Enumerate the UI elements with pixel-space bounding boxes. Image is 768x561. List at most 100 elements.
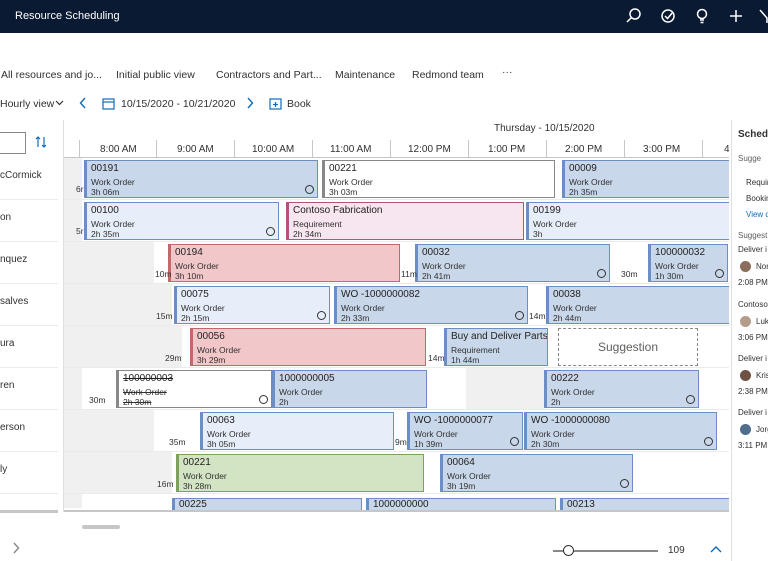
non-working-shade bbox=[82, 452, 172, 494]
book-icon[interactable] bbox=[269, 97, 282, 110]
booking-card[interactable]: 00063 Work Order 3h 05m bbox=[200, 412, 394, 450]
resource-row[interactable]: ura bbox=[0, 326, 58, 368]
zoom-slider-thumb[interactable] bbox=[563, 545, 574, 556]
suggestion-time: 3:06 PM bbox=[738, 333, 768, 342]
schedule-assistant-panel: Schedu Sugge Requir Bookin View d Sugges… bbox=[731, 120, 768, 561]
chevron-up-icon[interactable] bbox=[710, 545, 722, 553]
view-details-link[interactable]: View d bbox=[746, 210, 768, 219]
suggestion-title[interactable]: Contoso bbox=[738, 300, 768, 309]
view-selector[interactable]: Hourly view bbox=[0, 98, 55, 110]
booking-card[interactable]: 00009 Work Order 2h 35m bbox=[562, 160, 729, 198]
zoom-slider-track[interactable] bbox=[553, 550, 658, 552]
grid-scrollbar-thumb[interactable] bbox=[82, 525, 120, 529]
resource-scrollbar[interactable] bbox=[0, 510, 58, 513]
travel-time: 14m bbox=[428, 353, 445, 363]
booking-card[interactable]: 1000000005 Work Order 2h bbox=[272, 370, 427, 408]
hour-label: 4 bbox=[724, 144, 729, 155]
resource-row[interactable]: salves bbox=[0, 284, 58, 326]
resource-name: on bbox=[0, 212, 12, 223]
resource-row[interactable]: on bbox=[0, 200, 58, 242]
panel-title: Schedu bbox=[738, 129, 768, 140]
suggestion-person: Jorg bbox=[756, 425, 768, 434]
app-title: Resource Scheduling bbox=[15, 10, 120, 22]
clock-icon bbox=[515, 311, 524, 320]
booking-card[interactable]: 00056 Work Order 3h 29m bbox=[190, 328, 426, 366]
tab-initial-public-view[interactable]: Initial public view bbox=[116, 69, 195, 81]
resource-row[interactable]: erson bbox=[0, 410, 58, 452]
hour-label: 12:00 PM bbox=[408, 144, 451, 155]
hour-label: 10:00 AM bbox=[252, 144, 295, 155]
more-tabs-icon[interactable]: ··· bbox=[502, 66, 513, 78]
booking-card[interactable]: Buy and Deliver Parts Requirement 1h 44m bbox=[444, 328, 548, 366]
check-icon bbox=[317, 311, 326, 320]
top-header: Resource Scheduling bbox=[0, 0, 768, 33]
travel-time: 11m bbox=[401, 269, 417, 279]
suggestion-person: Kris bbox=[756, 371, 768, 380]
travel-time: 14m bbox=[529, 311, 546, 321]
book-button[interactable]: Book bbox=[287, 98, 311, 110]
booking-card[interactable]: 00100 Work Order 2h 35m bbox=[84, 202, 279, 240]
booking-card[interactable]: 00222 Work Order 2h bbox=[544, 370, 699, 408]
zoom-value: 109 bbox=[668, 545, 685, 556]
booking-card[interactable]: 00199 Work Order 3h bbox=[526, 202, 729, 240]
suggestion-slot[interactable]: Suggestion bbox=[558, 328, 698, 366]
booking-card[interactable]: WO -1000000077 Work Order 1h 39m bbox=[407, 412, 523, 450]
resource-search-input[interactable] bbox=[0, 132, 26, 154]
clock-icon bbox=[266, 227, 275, 236]
suggestion-person: Nor bbox=[756, 262, 768, 271]
sort-icon[interactable] bbox=[35, 136, 47, 148]
booking-label: Bookin bbox=[746, 194, 768, 203]
booking-card[interactable]: 100000032 Work Order 1h 30m bbox=[648, 244, 728, 282]
travel-time: 6r bbox=[76, 184, 84, 194]
lightbulb-icon[interactable] bbox=[692, 6, 712, 26]
booking-card[interactable]: 00032 Work Order 2h 41m bbox=[415, 244, 610, 282]
resource-row[interactable]: ren bbox=[0, 368, 58, 410]
suggestion-title[interactable]: Deliver i bbox=[738, 245, 767, 254]
tab-redmond-team[interactable]: Redmond team bbox=[412, 69, 484, 81]
booking-card[interactable]: 00221 Work Order 3h 03m bbox=[322, 160, 555, 198]
avatar bbox=[740, 370, 751, 381]
resource-row[interactable]: cCormick bbox=[0, 158, 58, 200]
clock-icon bbox=[715, 269, 724, 278]
booking-card[interactable]: WO -1000000082 Work Order 2h 33m bbox=[334, 286, 528, 324]
chevron-down-icon[interactable] bbox=[55, 100, 64, 106]
booking-card[interactable]: WO -1000000080 Work Order 2h 30m bbox=[524, 412, 717, 450]
grid-scrollbar-track[interactable] bbox=[64, 510, 729, 512]
travel-time: 10m bbox=[155, 269, 172, 279]
suggestion-title[interactable]: Deliver i bbox=[738, 408, 767, 417]
tab-contractors[interactable]: Contractors and Part... bbox=[216, 69, 322, 81]
task-complete-icon[interactable] bbox=[658, 6, 678, 26]
suggestion-title[interactable]: Deliver i bbox=[738, 354, 767, 363]
tab-maintenance[interactable]: Maintenance bbox=[335, 69, 396, 81]
resource-list: cCormick on nquez salves ura ren erson l… bbox=[0, 120, 58, 512]
booking-card[interactable]: Contoso Fabrication Requirement 2h 34m bbox=[286, 202, 524, 240]
previous-icon[interactable] bbox=[79, 97, 87, 109]
date-range[interactable]: 10/15/2020 - 10/21/2020 bbox=[121, 98, 236, 110]
suggestion-person: Luk bbox=[756, 317, 768, 326]
booking-card[interactable]: 00064 Work Order 3h 19m bbox=[440, 454, 633, 492]
booking-card[interactable]: 00194 Work Order 3h 10m bbox=[168, 244, 400, 282]
avatar bbox=[740, 261, 751, 272]
booking-card[interactable]: 00038 Work Order 2h 44m bbox=[546, 286, 729, 324]
resource-row[interactable]: ly bbox=[0, 452, 58, 494]
filter-icon[interactable] bbox=[758, 6, 768, 26]
search-icon[interactable] bbox=[624, 6, 644, 26]
tab-all-resources[interactable]: All resources and jo... bbox=[1, 69, 102, 81]
schedule-grid: Thursday - 10/15/2020 8:00 AM 9:00 AM 10… bbox=[63, 120, 729, 512]
booking-card[interactable]: 00191 Work Order 3h 06m bbox=[84, 160, 318, 198]
booking-card[interactable]: 00075 Work Order 2h 15m bbox=[174, 286, 330, 324]
hour-label: 2:00 PM bbox=[565, 144, 603, 155]
calendar-icon[interactable] bbox=[102, 97, 115, 110]
suggest-label: Sugge bbox=[738, 154, 762, 163]
next-icon[interactable] bbox=[246, 97, 254, 109]
clock-icon bbox=[597, 269, 606, 278]
resource-name: ly bbox=[0, 464, 8, 475]
resource-name: ura bbox=[0, 338, 15, 349]
resource-row[interactable]: nquez bbox=[0, 242, 58, 284]
hour-header: 8:00 AM 9:00 AM 10:00 AM 11:00 AM 12:00 … bbox=[64, 140, 729, 158]
booking-card[interactable]: 100000003 Work Order 2h 30m bbox=[116, 370, 272, 408]
next-page-icon[interactable] bbox=[12, 542, 20, 554]
booking-card[interactable]: 00221 Work Order 3h 28m bbox=[176, 454, 424, 492]
plus-icon[interactable] bbox=[726, 6, 746, 26]
hour-label: 9:00 AM bbox=[177, 144, 214, 155]
